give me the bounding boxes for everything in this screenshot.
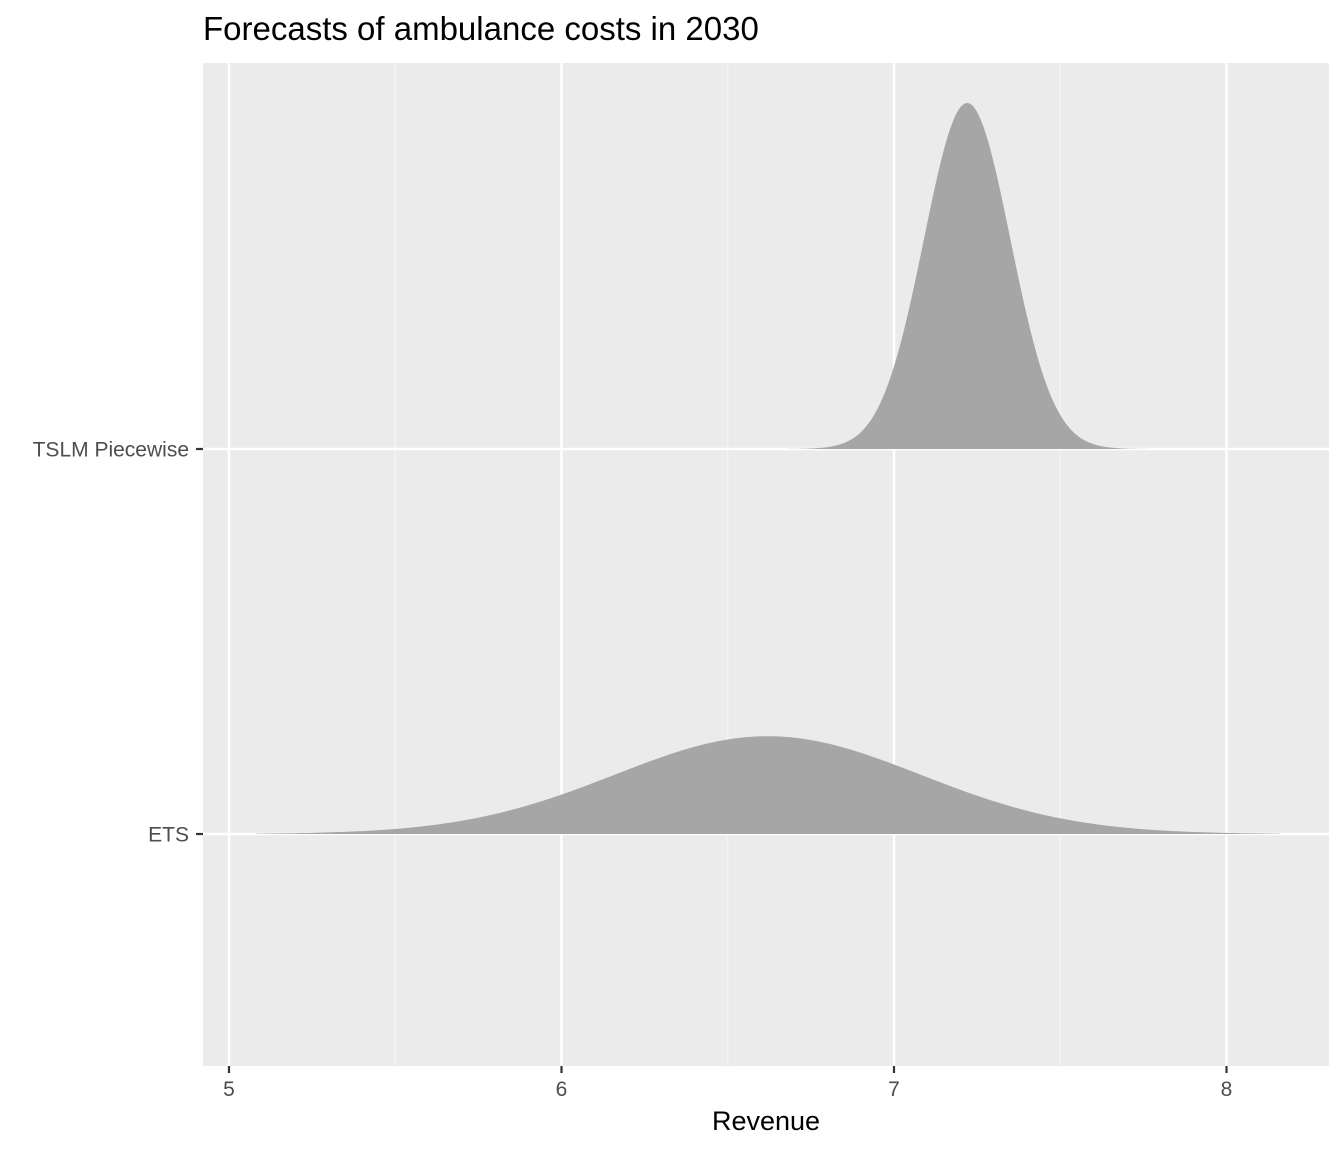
x-axis-title: Revenue — [712, 1106, 820, 1136]
x-tick-label: 6 — [556, 1078, 568, 1101]
x-tick-label: 5 — [223, 1078, 235, 1101]
density-ridge-ets — [255, 736, 1280, 834]
y-axis: ETS TSLM Piecewise — [33, 439, 203, 847]
minor-grid — [394, 63, 1061, 1066]
density-layer — [255, 103, 1280, 834]
x-tick-label: 8 — [1221, 1078, 1233, 1101]
x-axis: 5 6 7 8 — [223, 1066, 1232, 1101]
chart-title: Forecasts of ambulance costs in 2030 — [203, 10, 759, 47]
y-tick-label: ETS — [148, 824, 189, 847]
density-ridge-tslm-piecewise — [777, 103, 1157, 449]
x-tick-label: 7 — [888, 1078, 900, 1101]
plot-panel — [203, 63, 1329, 1066]
y-tick-label: TSLM Piecewise — [33, 439, 189, 462]
